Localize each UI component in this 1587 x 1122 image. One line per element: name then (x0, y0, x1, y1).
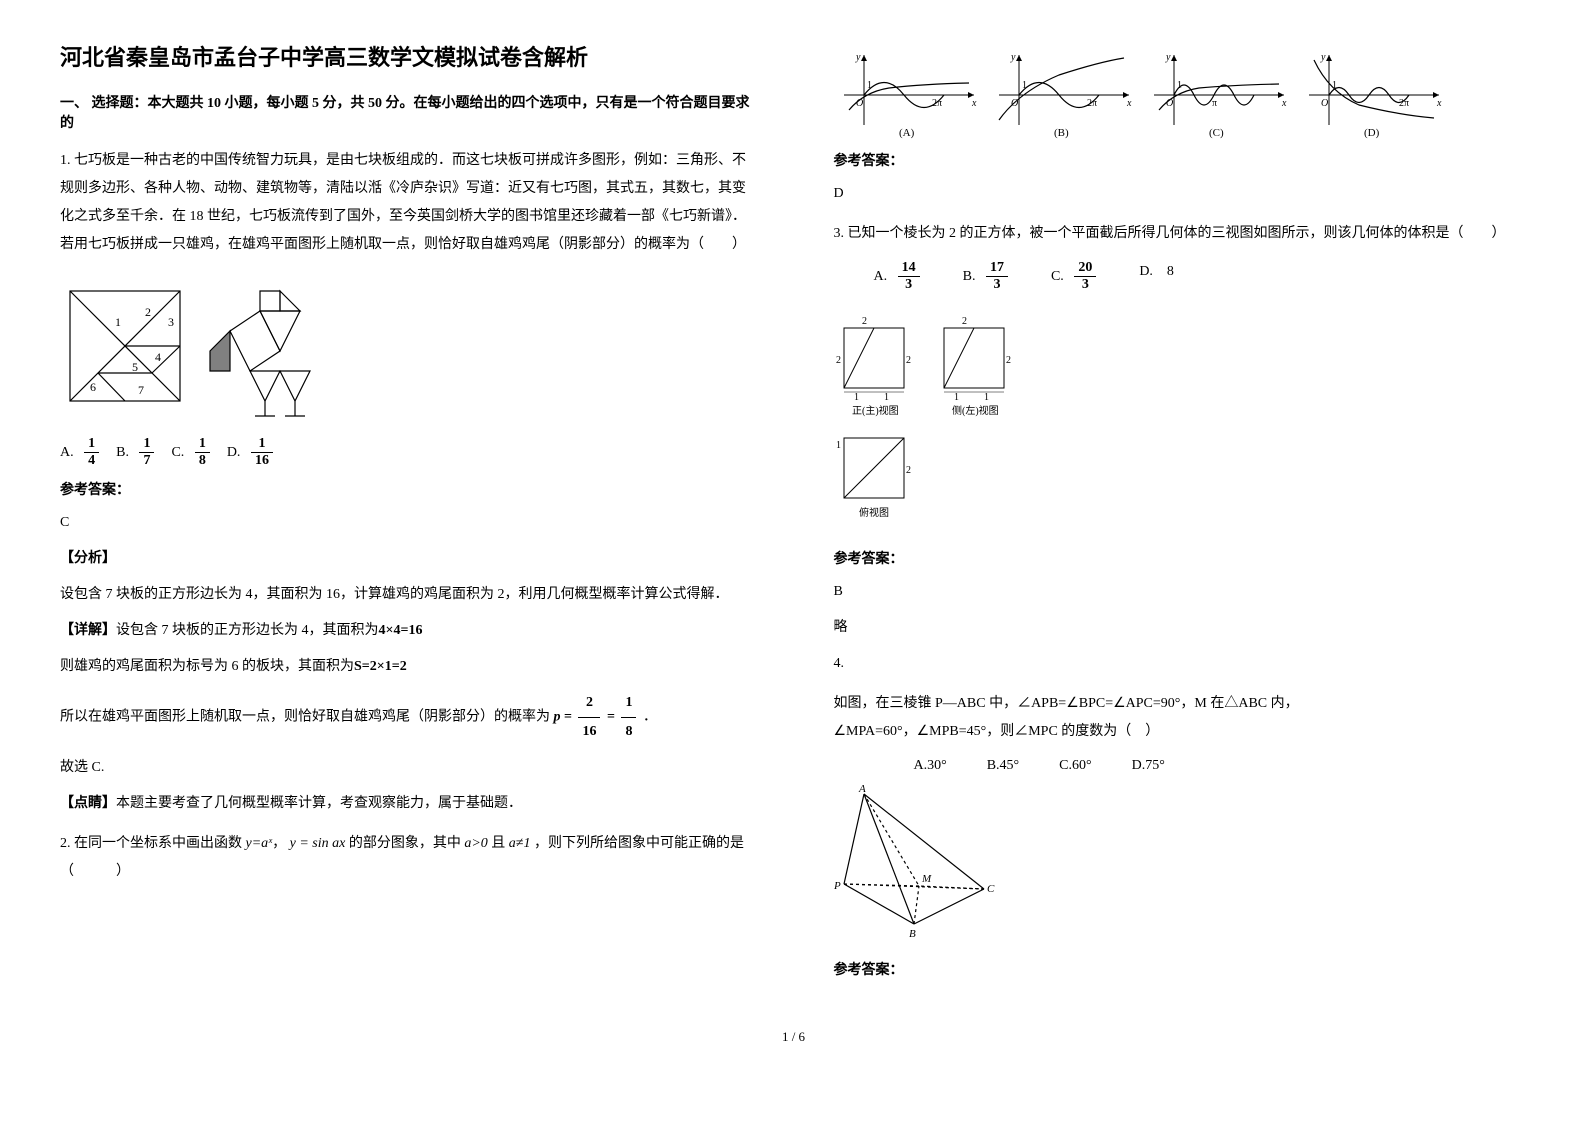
q1-detail3: 所以在雄鸡平面图形上随机取一点，则恰好取自雄鸡鸡尾（阴影部分）的概率为 p = … (60, 689, 754, 746)
svg-text:(A): (A) (899, 127, 915, 139)
q3-brief: 略 (834, 614, 1528, 642)
svg-text:x: x (1281, 98, 1287, 109)
tangram-label-2: 2 (145, 305, 151, 319)
svg-text:M: M (921, 873, 932, 885)
svg-text:A: A (858, 784, 866, 795)
q1-detail1: 【详解】设包含 7 块板的正方形边长为 4，其面积为4×4=16 (60, 617, 754, 645)
svg-text:2: 2 (1006, 355, 1011, 366)
q1-opt-d-label: D. (227, 445, 241, 460)
tangram-label-5: 5 (132, 360, 138, 374)
q1-detail2: 则雄鸡的鸡尾面积为标号为 6 的板块，其面积为S=2×1=2 (60, 653, 754, 681)
svg-text:2: 2 (862, 316, 867, 327)
right-column: y O 1 2π x (A) y O 1 2π x (834, 40, 1528, 989)
svg-text:2: 2 (836, 355, 841, 366)
document-title: 河北省秦皇岛市孟台子中学高三数学文模拟试卷含解析 (60, 40, 754, 72)
svg-text:侧(左)视图: 侧(左)视图 (952, 404, 999, 417)
svg-text:1: 1 (954, 392, 959, 403)
question-3: 3. 已知一个棱长为 2 的正方体，被一个平面截后所得几何体的三视图如图所示，则… (834, 220, 1528, 248)
q2-graphs: y O 1 2π x (A) y O 1 2π x (834, 50, 1528, 140)
svg-text:2: 2 (962, 316, 967, 327)
q1-opt-b-label: B. (116, 445, 129, 460)
q1-opt-c-label: C. (171, 445, 184, 460)
svg-text:2: 2 (906, 355, 911, 366)
svg-text:正(主)视图: 正(主)视图 (852, 404, 899, 417)
tangram-label-7: 7 (138, 383, 144, 397)
q1-answer-label: 参考答案： (60, 479, 754, 499)
q4-options: A.30° B.45° C.60° D.75° (914, 758, 1528, 774)
svg-text:y: y (1165, 52, 1171, 63)
q1-conclusion: 故选 C. (60, 754, 754, 782)
page-number: 1 / 6 (60, 1029, 1527, 1045)
tangram-label-3: 3 (168, 315, 174, 329)
svg-text:y: y (855, 52, 861, 63)
svg-text:1: 1 (854, 392, 859, 403)
svg-text:P: P (834, 880, 841, 892)
svg-text:2π: 2π (1399, 98, 1409, 109)
svg-text:俯视图: 俯视图 (859, 506, 889, 519)
svg-text:(D): (D) (1364, 127, 1380, 139)
q1-options: A. 14 B. 17 C. 18 D. 116 (60, 436, 754, 469)
q3-three-views: 2 2 2 1 1 正(主)视图 2 2 1 1 侧(左)视图 (834, 308, 1528, 533)
svg-text:1: 1 (836, 440, 841, 451)
svg-text:O: O (1321, 98, 1328, 109)
left-column: 河北省秦皇岛市孟台子中学高三数学文模拟试卷含解析 一、 选择题：本大题共 10 … (60, 40, 754, 989)
tangram-label-6: 6 (90, 380, 96, 394)
q1-frac-a: 14 (84, 436, 99, 469)
svg-text:1: 1 (984, 392, 989, 403)
svg-text:(B): (B) (1054, 127, 1069, 139)
tangram-label-1: 1 (115, 315, 121, 329)
section-1-header: 一、 选择题：本大题共 10 小题，每小题 5 分，共 50 分。在每小题给出的… (60, 92, 754, 132)
tangram-label-4: 4 (155, 350, 161, 364)
q2-answer-label: 参考答案： (834, 150, 1528, 170)
q2-answer: D (834, 180, 1528, 208)
q4-figure: A P B C M (834, 784, 1528, 949)
q1-analysis: 【分析】 (60, 545, 754, 573)
svg-text:1: 1 (884, 392, 889, 403)
q3-options: A. 143 B. 173 C. 203 D. 8 (874, 260, 1528, 293)
q1-opt-a-label: A. (60, 445, 74, 460)
q3-answer-label: 参考答案： (834, 548, 1528, 568)
q1-analysis-text: 设包含 7 块板的正方形边长为 4，其面积为 16，计算雄鸡的鸡尾面积为 2，利… (60, 581, 754, 609)
question-4: 如图，在三棱锥 P—ABC 中，∠APB=∠BPC=∠APC=90°，M 在△A… (834, 690, 1528, 746)
svg-text:C: C (987, 883, 995, 895)
tangram-figure: 1 2 3 4 5 6 7 (60, 271, 754, 426)
svg-text:y: y (1320, 52, 1326, 63)
svg-text:x: x (1126, 98, 1132, 109)
q1-text: 1. 七巧板是一种古老的中国传统智力玩具，是由七块板组成的．而这七块板可拼成许多… (60, 153, 746, 252)
svg-text:B: B (909, 928, 916, 940)
q1-comment: 【点睛】本题主要考查了几何概型概率计算，考查观察能力，属于基础题． (60, 790, 754, 818)
svg-text:x: x (1436, 98, 1442, 109)
question-1: 1. 七巧板是一种古老的中国传统智力玩具，是由七块板组成的．而这七块板可拼成许多… (60, 147, 754, 259)
svg-text:(C): (C) (1209, 127, 1224, 139)
page-container: 河北省秦皇岛市孟台子中学高三数学文模拟试卷含解析 一、 选择题：本大题共 10 … (60, 40, 1527, 989)
svg-text:x: x (971, 98, 977, 109)
q1-frac-d: 116 (251, 436, 273, 469)
q3-answer: B (834, 578, 1528, 606)
question-2: 2. 在同一个坐标系中画出函数 y=aˣ， y = sin ax 的部分图象，其… (60, 830, 754, 886)
q4-answer-label: 参考答案： (834, 959, 1528, 979)
svg-text:2: 2 (906, 465, 911, 476)
q4-num: 4. (834, 650, 1528, 678)
q1-frac-b: 17 (139, 436, 154, 469)
q1-frac-c: 18 (195, 436, 210, 469)
svg-text:π: π (1212, 98, 1217, 109)
q1-answer: C (60, 509, 754, 537)
svg-text:y: y (1010, 52, 1016, 63)
